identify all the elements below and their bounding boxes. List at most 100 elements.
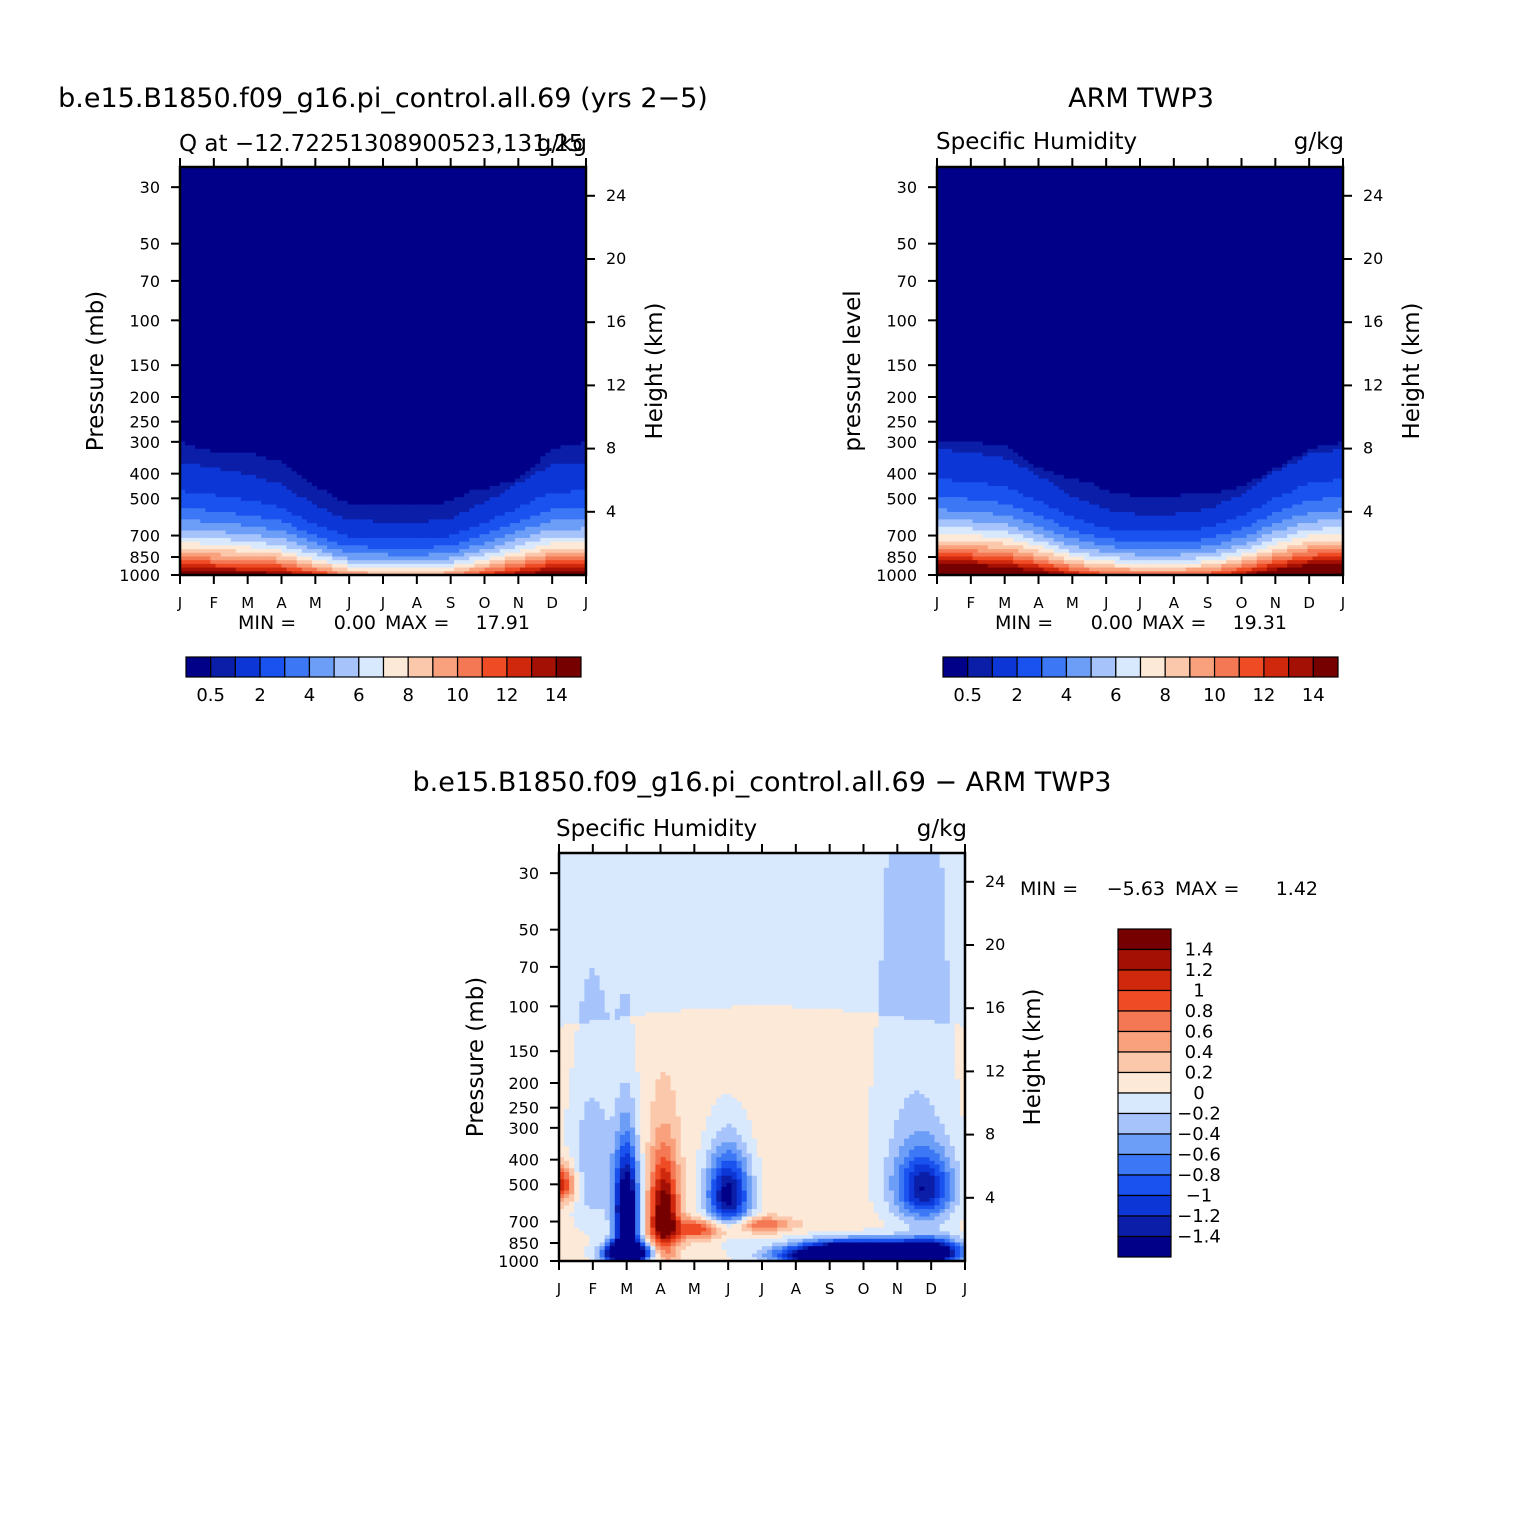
contour-cell	[266, 501, 272, 505]
contour-cell	[292, 364, 298, 368]
contour-cell	[282, 382, 288, 386]
contour-cell	[368, 382, 374, 386]
contour-cell	[276, 338, 282, 342]
contour-cell	[327, 508, 333, 512]
contour-cell	[200, 378, 206, 382]
contour-cell	[205, 193, 211, 197]
contour-cell	[353, 456, 359, 460]
contour-cell	[393, 271, 399, 275]
contour-cell	[231, 542, 237, 546]
contour-cell	[353, 453, 359, 457]
contour-cell	[368, 460, 374, 464]
contour-cell	[251, 430, 257, 434]
contour-cell	[231, 237, 237, 241]
contour-cell	[312, 308, 318, 312]
contour-cell	[246, 568, 252, 572]
contour-cell	[363, 186, 369, 190]
contour-cell	[408, 263, 414, 267]
contour-cell	[261, 204, 267, 208]
contour-cell	[317, 364, 323, 368]
contour-cell	[195, 364, 201, 368]
contour-cell	[287, 171, 293, 175]
contour-cell	[287, 486, 293, 490]
contour-cell	[302, 486, 308, 490]
contour-cell	[195, 200, 201, 204]
contour-cell	[368, 560, 374, 564]
contour-cell	[307, 434, 313, 438]
contour-cell	[347, 534, 353, 538]
contour-cell	[378, 486, 384, 490]
contour-cell	[266, 182, 272, 186]
contour-cell	[226, 260, 232, 264]
contour-cell	[246, 564, 252, 568]
contour-cell	[383, 349, 389, 353]
contour-cell	[246, 367, 252, 371]
contour-cell	[251, 275, 257, 279]
contour-cell	[236, 505, 242, 509]
contour-cell	[403, 278, 409, 282]
contour-cell	[190, 252, 196, 256]
contour-cell	[327, 542, 333, 546]
contour-cell	[358, 356, 364, 360]
contour-cell	[312, 256, 318, 260]
contour-cell	[190, 386, 196, 390]
contour-cell	[398, 237, 404, 241]
contour-cell	[276, 208, 282, 212]
contour-cell	[185, 256, 191, 260]
contour-cell	[266, 186, 272, 190]
contour-cell	[398, 542, 404, 546]
contour-cell	[221, 519, 227, 523]
contour-cell	[317, 497, 323, 501]
contour-cell	[282, 286, 288, 290]
contour-cell	[388, 490, 394, 494]
contour-cell	[408, 249, 414, 253]
contour-cell	[216, 512, 222, 516]
contour-cell	[246, 523, 252, 527]
contour-cell	[317, 378, 323, 382]
contour-cell	[347, 208, 353, 212]
contour-cell	[342, 178, 348, 182]
contour-cell	[312, 453, 318, 457]
contour-cell	[246, 471, 252, 475]
contour-cell	[282, 479, 288, 483]
contour-cell	[276, 237, 282, 241]
contour-cell	[358, 297, 364, 301]
contour-cell	[373, 282, 379, 286]
contour-cell	[231, 315, 237, 319]
contour-cell	[287, 479, 293, 483]
contour-cell	[297, 278, 303, 282]
contour-cell	[241, 553, 247, 557]
contour-cell	[312, 186, 318, 190]
contour-cell	[378, 178, 384, 182]
contour-cell	[266, 412, 272, 416]
contour-cell	[347, 315, 353, 319]
contour-cell	[302, 308, 308, 312]
contour-cell	[403, 416, 409, 420]
contour-cell	[358, 271, 364, 275]
contour-cell	[226, 282, 232, 286]
contour-cell	[271, 200, 277, 204]
contour-cell	[368, 260, 374, 264]
contour-cell	[358, 534, 364, 538]
contour-cell	[368, 530, 374, 534]
contour-cell	[216, 378, 222, 382]
contour-cell	[195, 404, 201, 408]
contour-cell	[322, 397, 328, 401]
contour-cell	[388, 367, 394, 371]
contour-cell	[241, 256, 247, 260]
contour-cell	[282, 464, 288, 468]
contour-cell	[200, 549, 206, 553]
contour-cell	[251, 178, 257, 182]
contour-cell	[358, 182, 364, 186]
contour-cell	[342, 416, 348, 420]
contour-cell	[342, 352, 348, 356]
contour-cell	[322, 560, 328, 564]
contour-cell	[276, 341, 282, 345]
contour-cell	[373, 364, 379, 368]
contour-cell	[322, 449, 328, 453]
contour-cell	[398, 538, 404, 542]
contour-cell	[221, 237, 227, 241]
contour-cell	[307, 564, 313, 568]
contour-cell	[185, 182, 191, 186]
contour-cell	[363, 171, 369, 175]
